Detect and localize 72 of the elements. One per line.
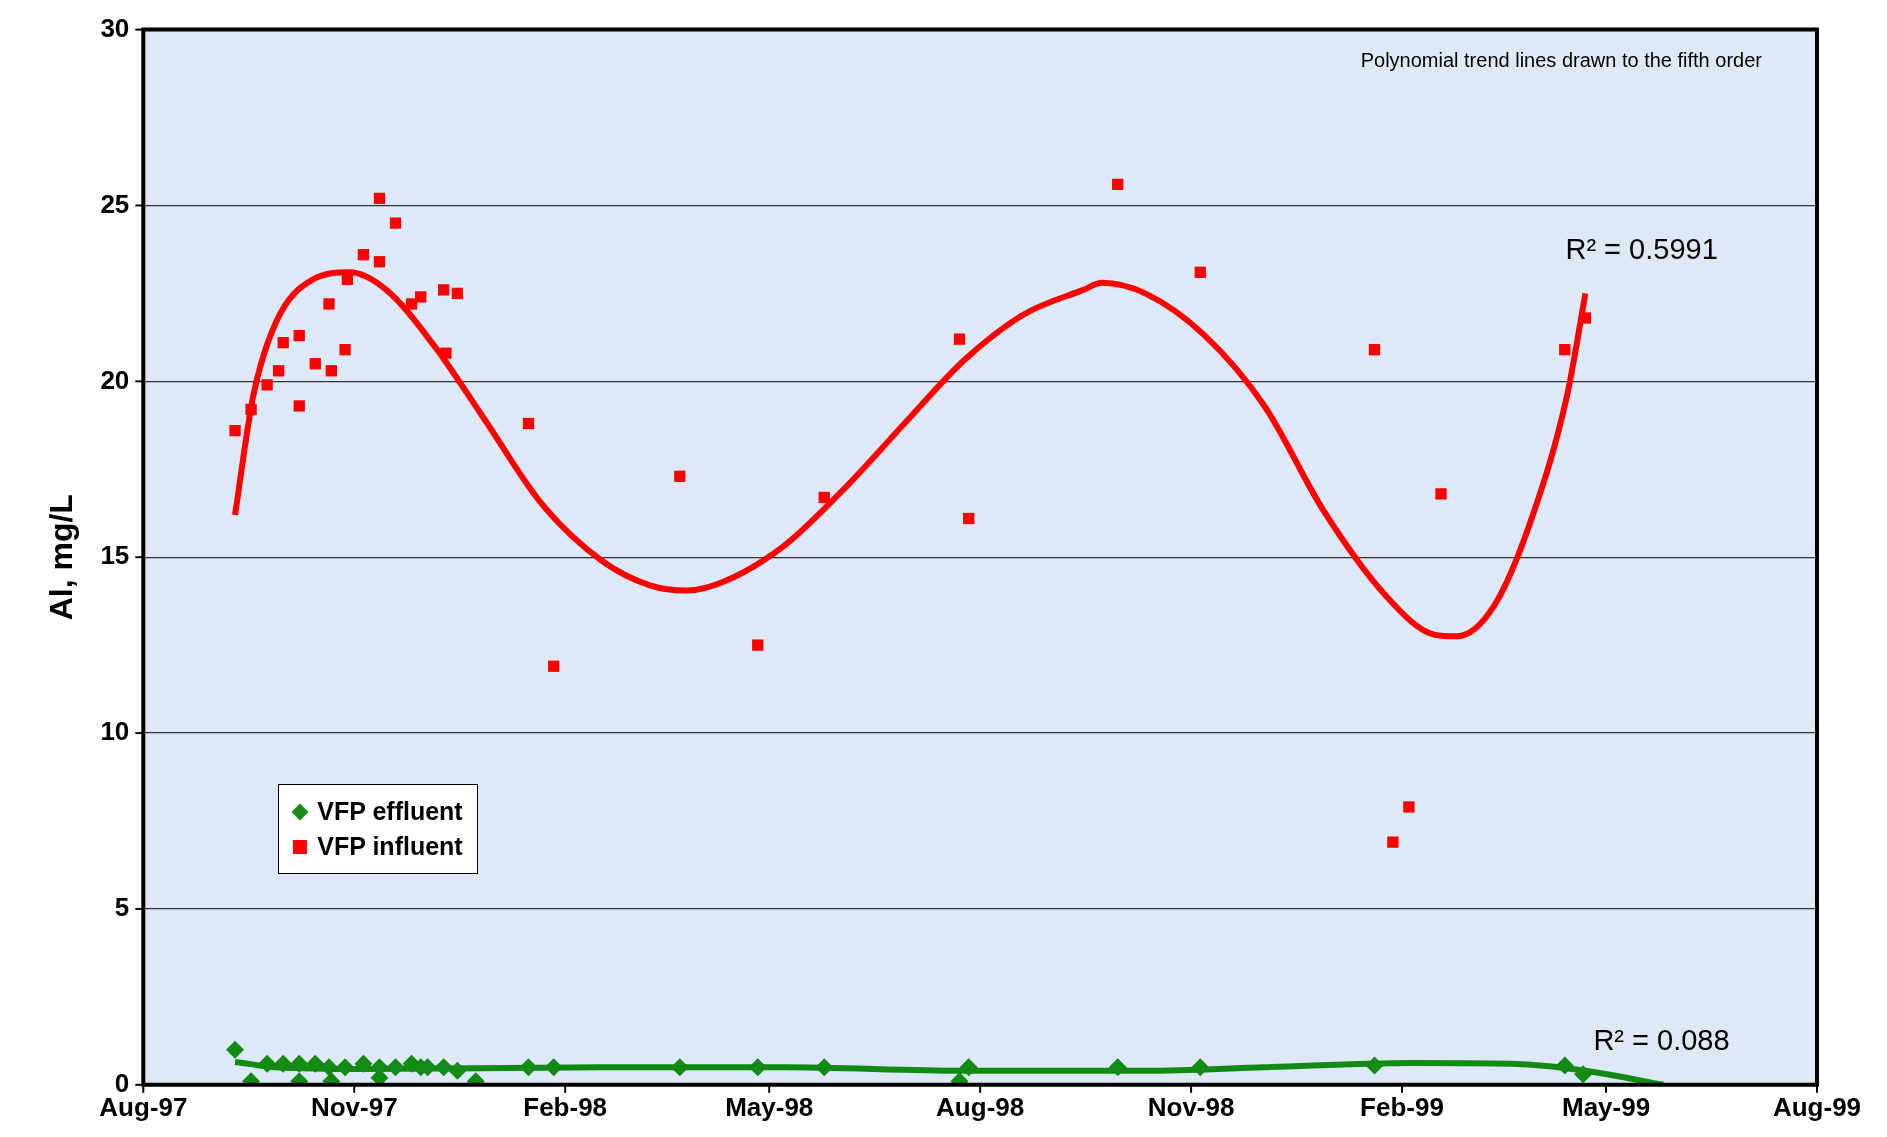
point	[306, 1054, 325, 1073]
point	[274, 1054, 293, 1073]
point	[1194, 266, 1206, 278]
point	[1191, 1058, 1210, 1077]
x-tick-label: May-99	[1561, 1091, 1651, 1122]
point	[386, 1058, 405, 1077]
y-tick-label: 10	[100, 716, 130, 747]
point	[339, 344, 351, 356]
point	[1435, 488, 1447, 500]
point	[440, 347, 452, 359]
point	[752, 639, 764, 651]
point	[272, 365, 285, 377]
point	[1108, 1058, 1127, 1077]
point	[548, 660, 560, 672]
point	[1365, 1056, 1384, 1075]
annotation: R² = 0.088	[1593, 1024, 1730, 1057]
y-tick-label: 5	[114, 892, 130, 923]
annotation: R² = 0.5991	[1565, 232, 1718, 265]
point	[1574, 1065, 1593, 1084]
point	[245, 403, 257, 416]
point	[953, 333, 966, 345]
point	[389, 217, 402, 229]
point	[293, 329, 305, 342]
y-axis-title: Al, mg/L	[43, 494, 80, 621]
point	[1559, 344, 1571, 356]
point	[451, 287, 464, 300]
point	[438, 284, 450, 296]
point	[674, 470, 686, 482]
annotation: Polynomial trend lines drawn to the fifth order	[1360, 49, 1763, 72]
point	[261, 379, 273, 391]
x-tick-label: May-98	[725, 1091, 814, 1122]
legend-label: VFP effluent	[317, 797, 463, 827]
point	[354, 1054, 373, 1073]
point	[415, 291, 427, 303]
point	[1368, 344, 1381, 356]
point	[434, 1058, 453, 1077]
point	[405, 298, 418, 310]
point	[357, 249, 370, 261]
y-tick-label: 25	[100, 188, 130, 219]
y-tick-label: 20	[100, 364, 130, 395]
x-tick-label: Feb-99	[1360, 1091, 1444, 1122]
point	[373, 192, 386, 205]
point	[290, 1054, 309, 1073]
point	[1403, 801, 1415, 813]
point	[959, 1058, 978, 1077]
y-tick-label: 30	[100, 12, 130, 43]
point	[258, 1054, 277, 1073]
x-tick-label: Aug-99	[1772, 1091, 1862, 1122]
point	[229, 424, 241, 437]
x-tick-label: Nov-97	[310, 1091, 398, 1122]
point	[309, 358, 321, 370]
y-tick-label: 15	[100, 540, 130, 571]
x-tick-label: Aug-98	[936, 1091, 1025, 1122]
point	[818, 491, 830, 504]
point	[293, 400, 305, 412]
x-tick-label: Nov-98	[1147, 1091, 1235, 1122]
point	[522, 417, 535, 430]
point	[320, 1058, 339, 1077]
point	[1555, 1056, 1574, 1075]
point	[373, 256, 386, 268]
point	[226, 1040, 245, 1059]
point	[325, 365, 337, 377]
x-tick-label: Feb-98	[523, 1091, 608, 1122]
point	[277, 336, 289, 349]
legend-label: VFP influent	[317, 832, 463, 862]
point	[963, 512, 975, 525]
point	[1112, 178, 1124, 191]
point	[1387, 836, 1399, 848]
point	[336, 1058, 355, 1077]
point	[323, 298, 335, 310]
point	[448, 1061, 467, 1080]
point	[519, 1058, 538, 1077]
